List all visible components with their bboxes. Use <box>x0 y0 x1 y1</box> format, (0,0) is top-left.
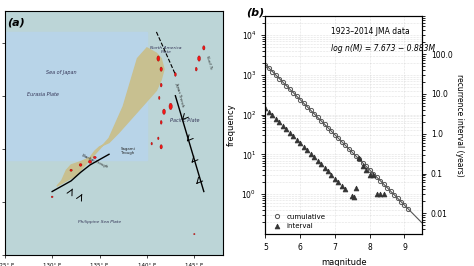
Ellipse shape <box>160 83 162 87</box>
Text: Kuril Tr.: Kuril Tr. <box>205 55 212 70</box>
Text: (b): (b) <box>246 8 265 18</box>
Ellipse shape <box>193 234 195 235</box>
Y-axis label: frequency: frequency <box>227 104 236 146</box>
Ellipse shape <box>157 56 160 61</box>
Ellipse shape <box>51 196 53 198</box>
Ellipse shape <box>151 142 152 145</box>
Ellipse shape <box>195 67 197 71</box>
Text: Sea of Japan: Sea of Japan <box>46 70 77 76</box>
Ellipse shape <box>70 169 72 171</box>
X-axis label: magnitude: magnitude <box>321 258 366 266</box>
Ellipse shape <box>88 160 91 163</box>
Text: Eurasia Plate: Eurasia Plate <box>27 92 59 97</box>
Text: Philippine Sea Plate: Philippine Sea Plate <box>78 221 121 225</box>
Polygon shape <box>57 48 164 186</box>
Text: log n(M) = 7.673 − 0.883M: log n(M) = 7.673 − 0.883M <box>331 44 435 53</box>
Ellipse shape <box>163 109 165 114</box>
Text: North America
Plate: North America Plate <box>150 45 182 54</box>
Ellipse shape <box>157 137 159 140</box>
Text: (a): (a) <box>7 18 25 28</box>
Polygon shape <box>5 32 147 160</box>
Legend: cumulative, interval: cumulative, interval <box>269 212 327 231</box>
Ellipse shape <box>198 56 201 61</box>
Ellipse shape <box>158 96 160 99</box>
Text: Japan Trench: Japan Trench <box>175 82 185 107</box>
Text: 1923–2014 JMA data: 1923–2014 JMA data <box>331 27 410 36</box>
Y-axis label: recurrence interval (years): recurrence interval (years) <box>455 74 464 176</box>
Text: Sagami
Trough: Sagami Trough <box>120 147 136 155</box>
Text: Pacific Plate: Pacific Plate <box>170 118 200 123</box>
Ellipse shape <box>202 46 205 50</box>
Ellipse shape <box>174 73 176 76</box>
Ellipse shape <box>160 145 162 149</box>
Polygon shape <box>5 11 223 255</box>
Ellipse shape <box>169 103 172 110</box>
Ellipse shape <box>160 120 162 124</box>
Ellipse shape <box>93 156 96 159</box>
Ellipse shape <box>79 164 82 166</box>
Ellipse shape <box>160 67 162 71</box>
Text: Nankai Trough: Nankai Trough <box>81 153 109 169</box>
